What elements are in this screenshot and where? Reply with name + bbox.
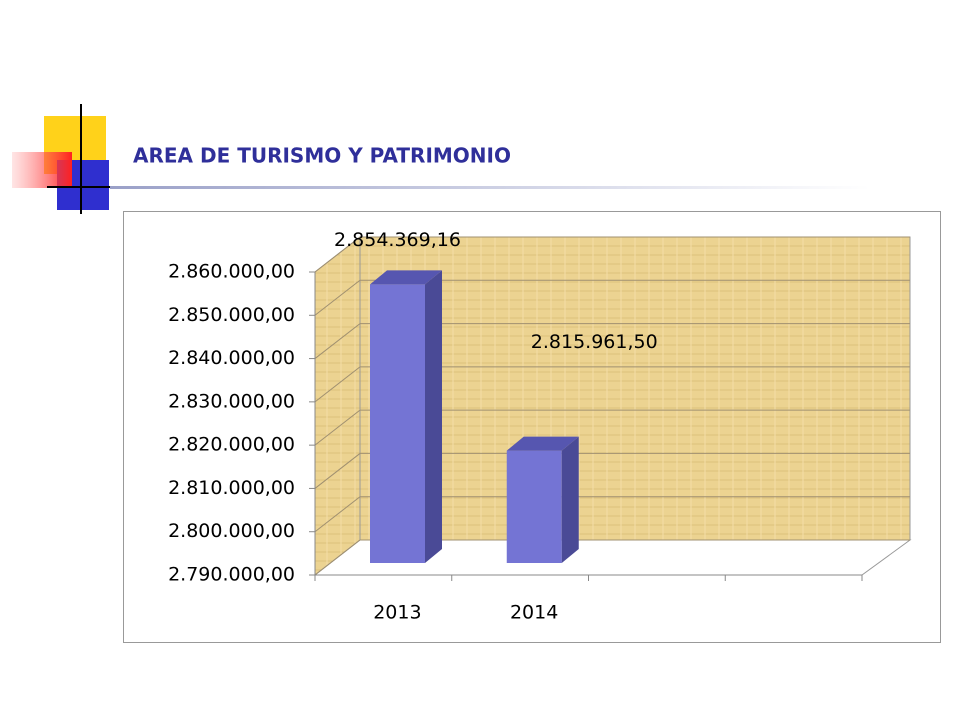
- grid-line: [314, 496, 910, 533]
- y-tick-label: 2.800.000,00: [168, 520, 295, 542]
- data-label: 2.854.369,16: [334, 229, 461, 251]
- grid-line: [314, 366, 910, 403]
- grid-line: [314, 236, 910, 273]
- slide-title: AREA DE TURISMO Y PATRIMONIO: [133, 144, 511, 168]
- bar-side: [425, 270, 442, 563]
- data-label: 2.815.961,50: [531, 331, 658, 353]
- bar: [370, 284, 425, 563]
- logo: [12, 104, 126, 214]
- grid-line: [314, 452, 910, 489]
- back-wall: [359, 236, 911, 541]
- y-tick-label: 2.840.000,00: [168, 347, 295, 369]
- y-tick-label: 2.850.000,00: [168, 304, 295, 326]
- grid-line: [314, 323, 910, 359]
- grid-line: [314, 539, 910, 576]
- bar-top: [370, 270, 442, 285]
- y-tick-label: 2.860.000,00: [168, 261, 295, 283]
- bar-top: [506, 436, 579, 451]
- title-rule: [110, 186, 870, 189]
- grid-line: [314, 279, 910, 316]
- grid-line: [314, 409, 910, 446]
- y-tick-label: 2.810.000,00: [168, 477, 295, 499]
- bar-side: [561, 436, 579, 563]
- side-wall: [314, 235, 361, 577]
- y-tick-label: 2.820.000,00: [168, 434, 295, 456]
- y-tick-label: 2.790.000,00: [168, 564, 295, 586]
- x-tick-label: 2014: [510, 602, 558, 624]
- x-tick-label: 2013: [373, 602, 421, 624]
- y-tick-label: 2.830.000,00: [168, 390, 295, 412]
- bar: [506, 450, 562, 563]
